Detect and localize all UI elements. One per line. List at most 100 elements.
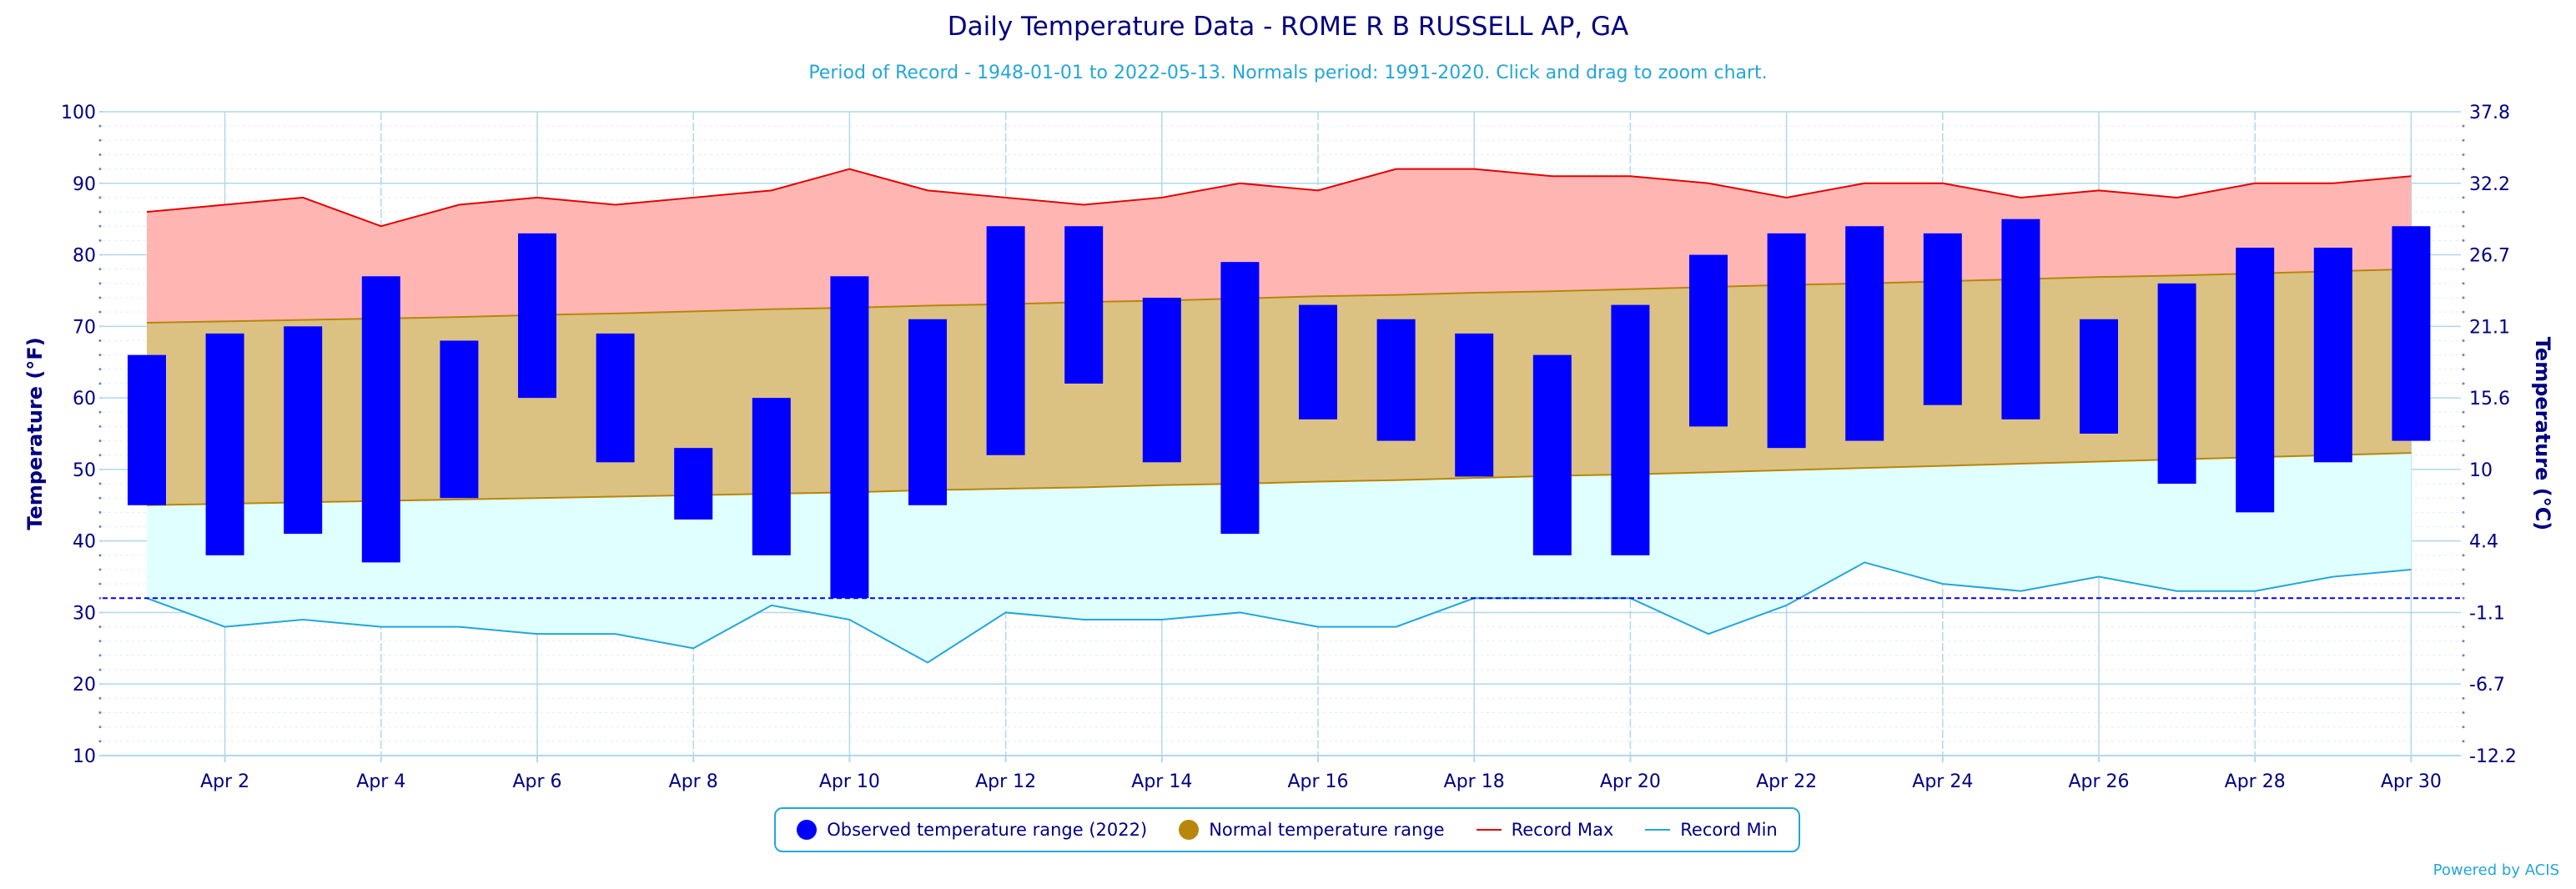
y-minor-tick <box>98 339 102 342</box>
y-axis-title: Temperature (°F) <box>23 337 47 530</box>
observed-bar <box>1299 304 1337 419</box>
observed-bar <box>2313 247 2352 463</box>
x-tick-label: Apr 24 <box>1912 771 1973 792</box>
y-tick-label: 10 <box>73 746 96 767</box>
observed-bar <box>2080 319 2118 434</box>
observed-bar <box>1845 226 1884 441</box>
y-tick-label-right: 26.7 <box>2469 246 2510 267</box>
y-minor-tick-right <box>2462 454 2465 457</box>
y-tick-label: 50 <box>73 460 96 481</box>
y-minor-tick <box>98 382 102 385</box>
y-minor-tick <box>98 496 102 500</box>
legend-item-normal[interactable]: Normal temperature range <box>1179 820 1445 840</box>
y-tick-label: 40 <box>73 532 96 553</box>
observed-bar <box>674 448 713 520</box>
observed-bar <box>128 354 166 505</box>
y-tick-label-right: 10 <box>2469 460 2493 481</box>
observed-bar <box>830 276 869 599</box>
y-minor-tick <box>98 568 102 571</box>
y-minor-tick-right <box>2462 554 2465 557</box>
y-minor-tick-right <box>2462 354 2465 357</box>
x-tick-label: Apr 16 <box>1287 771 1348 792</box>
legend-normal-marker <box>1179 820 1200 840</box>
y-minor-tick-right <box>2462 310 2465 314</box>
y-minor-tick <box>98 153 102 156</box>
y-minor-tick <box>98 268 102 271</box>
y-minor-tick <box>98 210 102 213</box>
y-tick-label-right: 32.2 <box>2469 174 2510 195</box>
legend-record-max-label: Record Max <box>1511 820 1614 840</box>
y-axis-title-right: Temperature (°C) <box>2531 337 2554 531</box>
y-minor-tick-right <box>2462 196 2465 199</box>
y-minor-tick-right <box>2462 740 2465 743</box>
observed-bar <box>1532 354 1572 555</box>
observed-bar <box>1142 298 1181 463</box>
observed-bar <box>2392 226 2431 441</box>
y-minor-tick-right <box>2462 368 2465 371</box>
y-minor-tick-right <box>2462 510 2465 514</box>
y-minor-tick <box>98 310 102 314</box>
observed-bar <box>1689 254 1728 427</box>
y-minor-tick-right <box>2462 525 2465 529</box>
observed-bar <box>1611 304 1650 555</box>
record-max-band <box>147 168 2412 324</box>
y-tick-label: 100 <box>61 103 96 123</box>
observed-bar <box>2001 218 2040 419</box>
y-tick-label-right: -1.1 <box>2469 603 2505 624</box>
y-minor-tick <box>98 224 102 228</box>
x-tick-label: Apr 26 <box>2068 771 2129 792</box>
x-tick-label: Apr 2 <box>200 771 249 792</box>
credits-link[interactable]: Powered by ACIS <box>2433 861 2559 879</box>
y-minor-tick <box>98 482 102 485</box>
observed-bar <box>986 226 1025 455</box>
y-minor-tick-right <box>2462 640 2465 643</box>
legend-observed-marker <box>797 820 818 840</box>
legend-item-observed[interactable]: Observed temperature range (2022) <box>797 820 1147 840</box>
normal-range-band <box>147 269 2412 505</box>
y-minor-tick-right <box>2462 296 2465 299</box>
y-minor-tick <box>98 168 102 171</box>
y-tick-label: 70 <box>73 317 96 338</box>
y-minor-tick-right <box>2462 339 2465 342</box>
observed-bar <box>440 340 479 499</box>
y-minor-tick-right <box>2462 726 2465 729</box>
y-minor-tick <box>98 726 102 729</box>
x-tick-label: Apr 10 <box>819 771 880 792</box>
legend-observed-label: Observed temperature range (2022) <box>827 820 1148 840</box>
observed-bar <box>908 319 947 505</box>
y-minor-tick-right <box>2462 582 2465 585</box>
y-minor-tick <box>98 668 102 671</box>
y-tick-label-right: 21.1 <box>2469 317 2510 338</box>
y-tick-label-right: 37.8 <box>2469 103 2510 123</box>
legend-record-min-marker <box>1645 829 1671 831</box>
observed-bar <box>1064 226 1104 384</box>
x-tick-label: Apr 6 <box>512 771 561 792</box>
y-tick-label: 60 <box>73 389 96 409</box>
y-minor-tick <box>98 582 102 585</box>
y-tick-label: 90 <box>73 174 96 195</box>
observed-bar <box>1767 233 1806 449</box>
y-minor-tick <box>98 640 102 643</box>
observed-bar <box>1220 262 1260 535</box>
y-minor-tick <box>98 282 102 285</box>
y-minor-tick-right <box>2462 711 2465 715</box>
y-tick-label: 20 <box>73 675 96 696</box>
y-minor-tick <box>98 711 102 715</box>
y-tick-label: 80 <box>73 246 96 267</box>
y-minor-tick-right <box>2462 424 2465 428</box>
y-minor-tick <box>98 439 102 443</box>
y-minor-tick <box>98 124 102 128</box>
legend-item-record-max[interactable]: Record Max <box>1476 820 1614 840</box>
y-minor-tick <box>98 525 102 529</box>
chart-legend: Observed temperature range (2022) Normal… <box>774 807 1800 852</box>
x-tick-label: Apr 18 <box>1444 771 1505 792</box>
x-tick-label: Apr 12 <box>975 771 1036 792</box>
y-minor-tick-right <box>2462 168 2465 171</box>
x-tick-label: Apr 14 <box>1131 771 1192 792</box>
y-minor-tick <box>98 239 102 242</box>
y-minor-tick <box>98 596 102 600</box>
y-minor-tick-right <box>2462 282 2465 285</box>
legend-item-record-min[interactable]: Record Min <box>1645 820 1778 840</box>
x-tick-label: Apr 20 <box>1600 771 1661 792</box>
